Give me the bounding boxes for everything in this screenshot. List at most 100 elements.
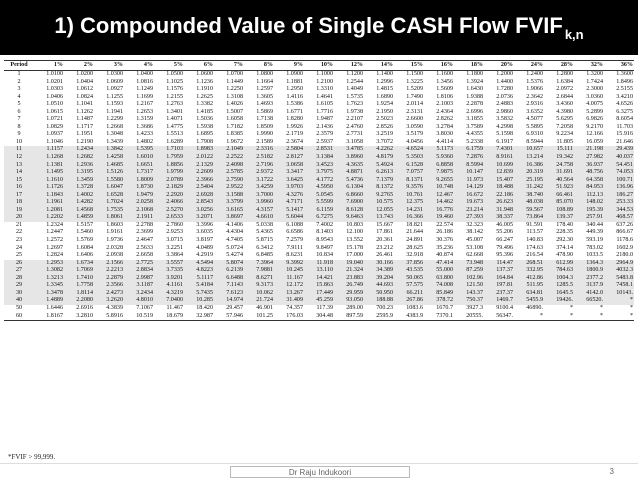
fvif-value-cell: 1.7535 bbox=[94, 206, 124, 215]
fvif-value-cell: 10.803 bbox=[346, 221, 363, 228]
fvif-value-cell: 7.2876 bbox=[454, 154, 484, 162]
fvif-value-cell: 15.178 bbox=[346, 244, 363, 251]
fvif-value-cell: 9.3576 bbox=[394, 184, 424, 192]
fvif-value-cell: 7.6123 bbox=[214, 289, 244, 298]
fvif-value-cell: 19.342 bbox=[544, 154, 574, 162]
fvif-value-cell: 87.259 bbox=[454, 267, 484, 275]
fvif-value-cell: 4.2919 bbox=[196, 252, 213, 259]
table-row: 5 1.0510 1.1041 1.1593 1.2167 1.2763 1.3382 1.4… bbox=[4, 101, 634, 109]
fvif-value-cell: 9.2765 bbox=[364, 191, 394, 200]
fvif-value-cell: 1.8009 bbox=[124, 176, 154, 185]
fvif-value-cell: 3.8030 bbox=[436, 131, 453, 138]
fvif-value-cell: 7.1143 bbox=[214, 282, 244, 290]
fvif-value-cell: 2.0736 bbox=[496, 93, 513, 100]
fvif-value-cell: 1.5386 bbox=[286, 101, 303, 108]
fvif-value-cell: 2.8262 bbox=[436, 116, 453, 123]
table-body: 1 1.0100 1.0200 1.0300 1.0400 1.0500 1.0600 1.0… bbox=[4, 71, 634, 322]
fvif-value-cell: 1.0927 bbox=[106, 86, 123, 93]
fvif-value-cell: 5.3503 bbox=[394, 154, 424, 162]
fvif-value-cell: 6.9826 bbox=[586, 116, 603, 123]
fvif-value-cell: 12.055 bbox=[364, 206, 394, 215]
table-row: 14 1.1495 1.3195 1.5126 1.7317 1.9799 2.2609 2.… bbox=[4, 169, 634, 177]
fvif-value-cell: 7370.1 bbox=[424, 312, 454, 322]
fvif-value-cell: 2.6928 bbox=[184, 191, 214, 200]
fvif-value-cell: 2.6600 bbox=[406, 116, 423, 123]
fvif-value-cell: 7.9881 bbox=[244, 267, 274, 275]
fvif-value-cell: 2964.9 bbox=[604, 259, 634, 268]
fvif-value-cell: 344.53 bbox=[604, 206, 634, 215]
fvif-value-cell: 5.4924 bbox=[364, 161, 394, 170]
fvif-value-cell: 2.3966 bbox=[184, 176, 214, 185]
fvif-value-cell: 1.5513 bbox=[166, 131, 183, 138]
period-cell: 14 bbox=[4, 169, 34, 177]
fvif-value-cell: 13.110 bbox=[304, 267, 334, 275]
fvif-value-cell: 1.1157 bbox=[34, 146, 64, 155]
fvif-value-cell: 8.6054 bbox=[616, 116, 633, 123]
fvif-value-cell: 4142.0 bbox=[574, 289, 604, 298]
period-cell: 29 bbox=[4, 282, 34, 290]
fvif-value-cell: 511.95 bbox=[514, 282, 544, 290]
fvif-value-cell: 2.3579 bbox=[316, 131, 333, 138]
fvif-value-cell: 5.0724 bbox=[226, 244, 243, 251]
fvif-value-cell: 9.6463 bbox=[334, 214, 364, 222]
table-row: 15 1.1610 1.3459 1.5580 1.8009 2.0789 2.3966 2.… bbox=[4, 176, 634, 185]
fvif-value-cell: 29.457 bbox=[226, 304, 243, 311]
fvif-value-cell: 25.195 bbox=[514, 176, 544, 185]
fvif-value-cell: 14.421 bbox=[304, 274, 334, 283]
fvif-value-cell: 1.7182 bbox=[226, 123, 243, 130]
fvif-value-cell: 1.7424 bbox=[586, 78, 603, 85]
fvif-value-cell: 1.7280 bbox=[496, 86, 513, 93]
fvif-value-cell: 79.496 bbox=[496, 244, 513, 251]
fvif-value-cell: 22.574 bbox=[436, 221, 453, 228]
fvif-value-cell: 1.3200 bbox=[586, 71, 603, 77]
fvif-value-cell: 1.5580 bbox=[94, 176, 124, 185]
fvif-value-cell: 1.5609 bbox=[436, 86, 453, 93]
fvif-value-cell: 7.0757 bbox=[394, 169, 424, 177]
fvif-value-cell: 26.186 bbox=[436, 229, 453, 236]
fvif-value-cell: 866.67 bbox=[616, 229, 633, 236]
fvif-value-cell: * bbox=[544, 312, 574, 322]
fvif-value-cell: 1083.6 bbox=[406, 304, 423, 311]
fvif-value-cell: 1.4889 bbox=[34, 297, 64, 305]
fvif-value-cell: 4.7171 bbox=[274, 199, 304, 207]
fvif-value-cell: 31.691 bbox=[544, 169, 574, 177]
fvif-value-cell: 13.552 bbox=[346, 237, 363, 244]
fvif-value-cell: 1.4775 bbox=[166, 123, 183, 130]
fvif-value-cell: 148.02 bbox=[574, 199, 604, 207]
period-cell: 18 bbox=[4, 199, 34, 207]
fvif-value-cell: 11.805 bbox=[556, 138, 573, 145]
fvif-value-cell: 1.3600 bbox=[616, 71, 633, 77]
fvif-value-cell: 1.2155 bbox=[166, 93, 183, 100]
fvif-value-cell: 1.6651 bbox=[124, 161, 154, 170]
fvif-value-cell: 1.0406 bbox=[46, 93, 63, 100]
period-cell: 25 bbox=[15, 252, 23, 259]
slide-title: 1) Compounded Value of Single CASH Flow … bbox=[54, 13, 583, 41]
period-cell: 11 bbox=[4, 146, 34, 155]
fvif-value-cell: 2.3316 bbox=[244, 146, 274, 155]
fvif-value-cell: 2.8543 bbox=[184, 199, 214, 207]
fvif-value-cell: 2.1911 bbox=[124, 214, 154, 222]
fvif-value-cell: 4.4114 bbox=[436, 138, 453, 145]
fvif-value-cell: 1.6084 bbox=[76, 244, 93, 251]
fvif-value-cell: 121.50 bbox=[454, 282, 484, 290]
fvif-value-cell: 1.2824 bbox=[46, 252, 63, 259]
fvif-value-cell: 7.3964 bbox=[244, 259, 274, 268]
fvif-value-cell: 2.8531 bbox=[304, 146, 334, 155]
fvif-value-cell: 55.206 bbox=[496, 229, 513, 236]
fvif-value-cell: 1.8730 bbox=[124, 184, 154, 192]
fvif-value-cell: 1.4400 bbox=[496, 78, 513, 85]
fvif-value-cell: 197.81 bbox=[484, 282, 514, 290]
fvif-value-cell: 1.8603 bbox=[106, 221, 123, 228]
fvif-value-cell: 3.3417 bbox=[274, 169, 304, 177]
fvif-value-cell: 1.7908 bbox=[196, 138, 213, 145]
fvif-value-cell: 1.0721 bbox=[46, 116, 63, 123]
fvif-value-cell: 4.8179 bbox=[364, 154, 394, 162]
fvif-value-cell: 1.9161 bbox=[106, 229, 123, 236]
fvif-value-cell: 1.6384 bbox=[556, 78, 573, 85]
fvif-value-cell: 27.393 bbox=[454, 214, 484, 222]
fvif-value-cell: 11.703 bbox=[616, 123, 633, 130]
fvif-value-cell: 3137.9 bbox=[574, 282, 604, 290]
fvif-value-cell: 1.1910 bbox=[196, 86, 213, 93]
fvif-value-cell: 1.1495 bbox=[34, 169, 64, 177]
fvif-value-cell: 101.25 bbox=[244, 312, 274, 322]
